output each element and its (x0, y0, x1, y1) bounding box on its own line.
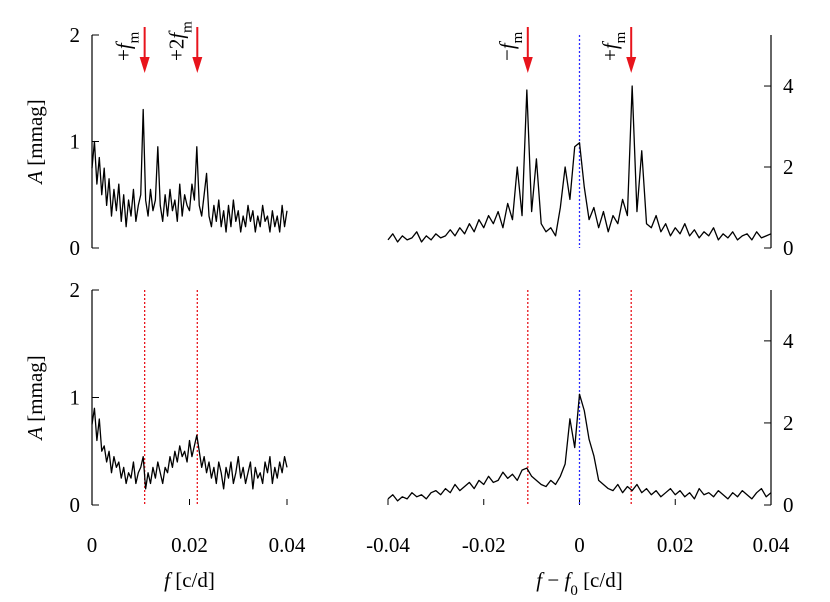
x-tick-label: -0.02 (462, 533, 506, 557)
data-line (91, 108, 288, 233)
data-line (387, 85, 772, 243)
label-part: A (23, 427, 47, 442)
label-part: + (598, 49, 622, 61)
x-tick-label: 0 (87, 533, 98, 557)
y-tick-label: 4 (783, 329, 794, 353)
annotation-label: +fm (598, 31, 629, 61)
y-tick-label: 2 (783, 155, 794, 179)
annotation-arrowhead (139, 57, 150, 73)
label-part: m (127, 31, 143, 43)
annotation-arrowhead (192, 57, 203, 73)
label-part: [c/d] (170, 568, 215, 592)
annotation-label: +fm (112, 31, 143, 61)
label-part: − (495, 49, 519, 61)
label-part: m (613, 31, 629, 43)
label-part: A (23, 171, 47, 186)
x-tick-label: -0.04 (366, 533, 410, 557)
label-part: [mmag] (23, 99, 47, 171)
y-tick-label: 2 (70, 23, 81, 47)
label-part: m (510, 31, 526, 43)
data-line (387, 393, 772, 502)
annotation-label: −fm (495, 31, 526, 61)
x-tick-label: 0 (574, 533, 585, 557)
x-axis-label: f [c/d] (164, 568, 215, 592)
label-part: f (536, 568, 545, 592)
label-part: − (542, 568, 564, 592)
x-tick-label: 0.04 (753, 533, 790, 557)
y-tick-label: 0 (70, 493, 81, 517)
y-tick-label: 2 (70, 278, 81, 302)
y-tick-label: 4 (783, 74, 794, 98)
label-part: +2 (164, 39, 188, 61)
annotation-arrowhead (522, 57, 533, 73)
y-tick-label: 1 (70, 130, 81, 154)
label-part: f (164, 568, 173, 592)
label-part: [mmag] (23, 355, 47, 427)
y-axis-label: A [mmag] (23, 355, 47, 442)
label-part: f (495, 40, 519, 49)
x-tick-label: 0.04 (269, 533, 306, 557)
data-line (91, 407, 288, 490)
label-part: f (598, 40, 622, 49)
annotation-arrowhead (626, 57, 637, 73)
x-tick-label: 0.02 (171, 533, 208, 557)
x-axis-label: f − f0 [c/d] (536, 568, 622, 599)
y-tick-label: 2 (783, 411, 794, 435)
annotation-label: +2fm (164, 21, 195, 61)
y-tick-label: 0 (783, 236, 794, 260)
label-part: f (164, 30, 188, 39)
x-tick-label: 0.02 (657, 533, 694, 557)
label-part: [c/d] (578, 568, 623, 592)
y-axis-label: A [mmag] (23, 99, 47, 186)
y-tick-label: 0 (783, 493, 794, 517)
y-tick-label: 1 (70, 386, 81, 410)
label-part: f (112, 40, 136, 49)
label-part: + (112, 49, 136, 61)
label-part: 0 (570, 583, 578, 599)
y-tick-label: 0 (70, 236, 81, 260)
label-part: m (179, 21, 195, 33)
label-part: f (564, 568, 573, 592)
